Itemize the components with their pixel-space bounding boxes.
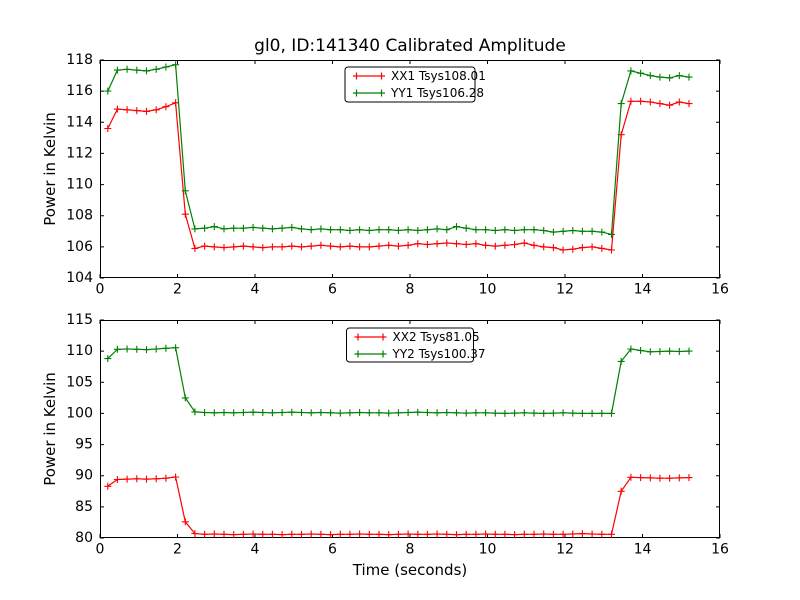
y-tick-label: 114: [66, 114, 93, 130]
legend-label: XX1 Tsys108.01: [391, 69, 486, 83]
x-tick-label: 2: [173, 542, 182, 558]
y-tick-label: 106: [66, 239, 93, 255]
x-tick-label: 12: [556, 542, 574, 558]
y-tick-label: 90: [75, 468, 93, 484]
x-tick-label: 8: [406, 282, 415, 298]
figure-title: gl0, ID:141340 Calibrated Amplitude: [254, 36, 566, 56]
x-tick-label: 16: [711, 282, 729, 298]
legend-sample-xx2: [354, 333, 387, 341]
y-tick-label: 116: [66, 83, 93, 99]
series-markers-yy2: [104, 344, 693, 417]
x-axis-label: Time (seconds): [352, 561, 468, 579]
y-tick-label: 104: [66, 270, 93, 286]
x-tick-label: 10: [479, 282, 497, 298]
x-tick-label: 10: [479, 542, 497, 558]
legend-label: XX2 Tsys81.05: [393, 330, 480, 344]
axes-frame: [100, 320, 720, 538]
x-tick-label: 2: [173, 282, 182, 298]
subplot-1: 0 2 4 6 8 10 12 14 16 104 106 108 110 112 114 116 118 XX1…: [66, 52, 729, 298]
legend-label: YY2 Tsys100.37: [392, 347, 486, 361]
x-tick-label: 0: [96, 542, 105, 558]
series-line-xx2: [107, 476, 690, 536]
y-tick-label: 100: [66, 405, 93, 421]
y-tick-label: 112: [66, 145, 93, 161]
y-tick-label: 110: [66, 343, 93, 359]
y-tick-label: 80: [75, 530, 93, 546]
legend-sample-yy1: [353, 89, 385, 97]
x-tick-label: 16: [711, 542, 729, 558]
x-tick-label: 6: [328, 542, 337, 558]
y-tick-label: 95: [75, 437, 93, 453]
legend-label: YY1 Tsys106.28: [390, 86, 484, 100]
series-markers-xx2: [104, 473, 693, 539]
legend-sample-yy2: [354, 350, 387, 358]
subplot-2: 0 2 4 6 8 10 12 14 16 80 85 90 95 100 105 110 115 XX2 Tsy…: [66, 312, 729, 558]
series-markers-xx1: [104, 97, 693, 254]
legend-sample-xx1: [353, 72, 385, 80]
x-tick-label: 6: [328, 282, 337, 298]
y-tick-label: 108: [66, 208, 93, 224]
y-tick-label: 85: [75, 499, 93, 515]
x-tick-label: 8: [406, 542, 415, 558]
y-tick-label: 115: [66, 312, 93, 328]
x-tick-label: 4: [251, 282, 260, 298]
x-tick-label: 4: [251, 542, 260, 558]
series-markers-yy1: [104, 61, 693, 238]
x-tick-label: 12: [556, 282, 574, 298]
y-tick-label: 105: [66, 374, 93, 390]
y-tick-label: 118: [66, 52, 93, 68]
y-tick-label: 110: [66, 177, 93, 193]
x-tick-label: 14: [634, 542, 652, 558]
axes-frame: [100, 60, 720, 278]
x-tick-label: 0: [96, 282, 105, 298]
x-tick-label: 14: [634, 282, 652, 298]
